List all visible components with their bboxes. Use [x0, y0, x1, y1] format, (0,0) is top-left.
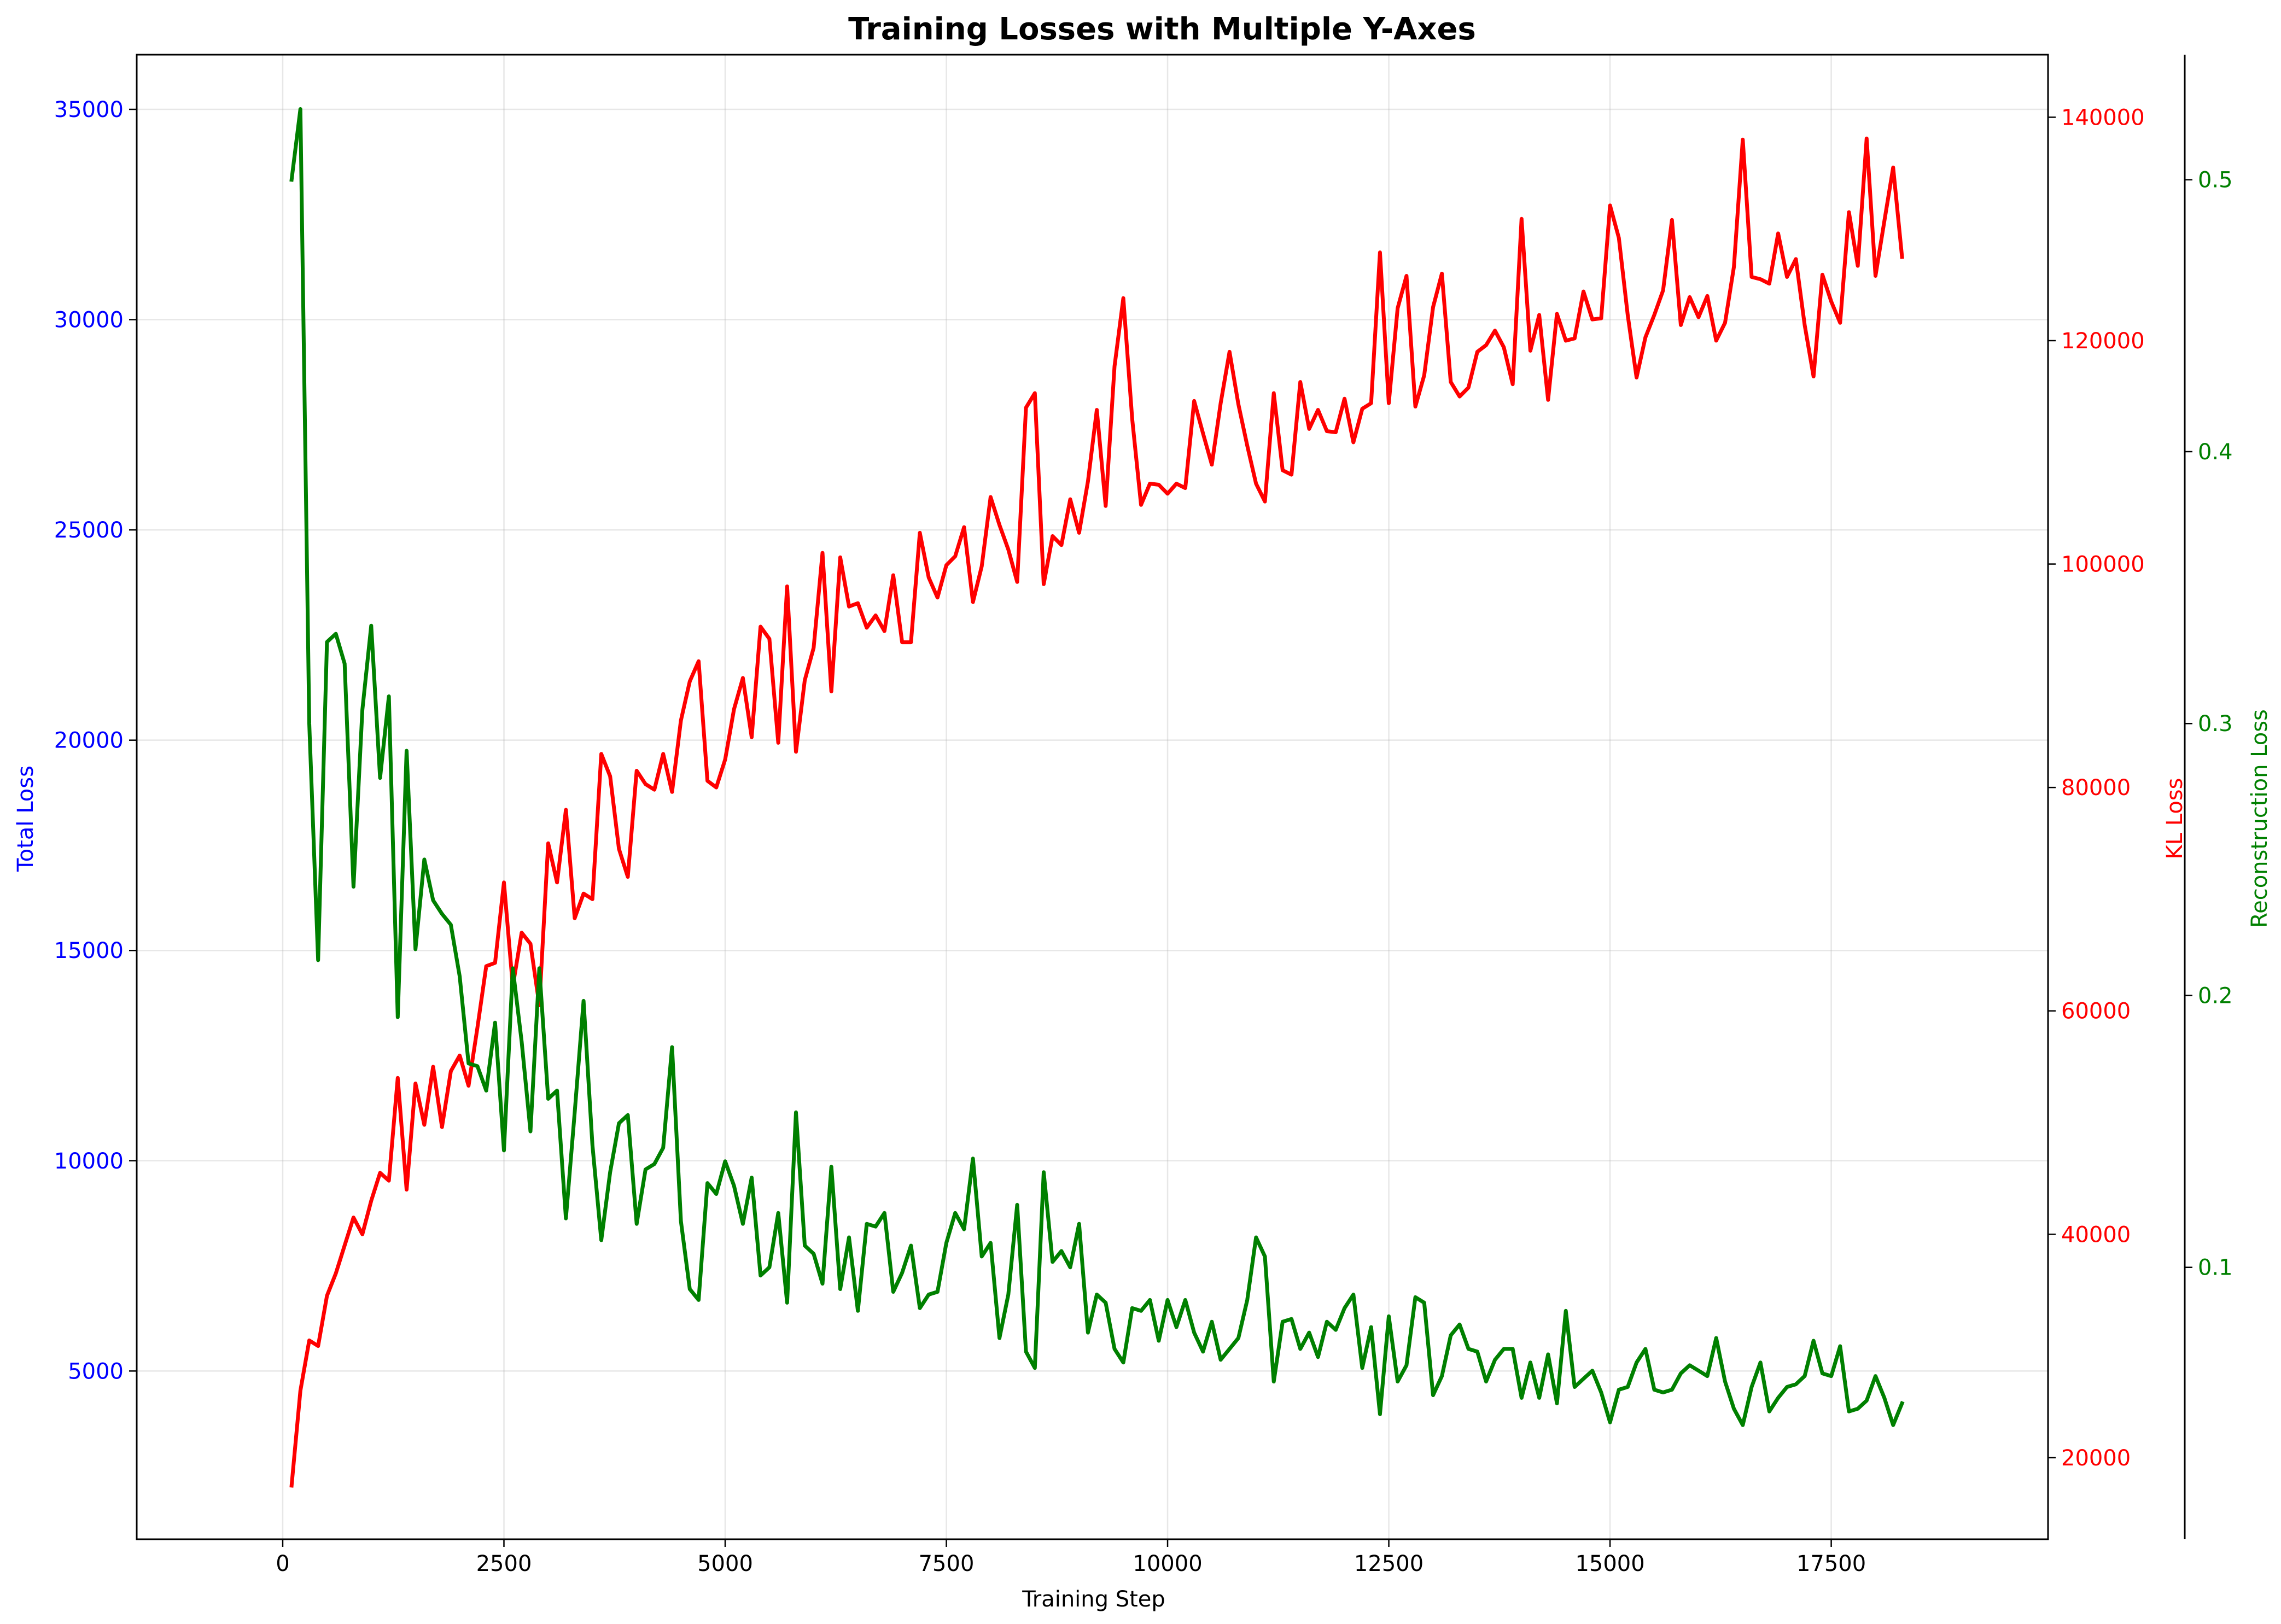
- y3-tick-label: 0.4: [2198, 440, 2233, 465]
- series-line-reconstruction-loss: [289, 107, 1905, 1427]
- x-tick-label: 10000: [1133, 1551, 1202, 1576]
- x-tick-label: 12500: [1354, 1551, 1424, 1576]
- y3-tick-label: 0.3: [2198, 711, 2233, 737]
- x-tick-label: 0: [276, 1551, 289, 1576]
- y1-tick-label: 15000: [54, 938, 124, 963]
- x-tick-label: 7500: [919, 1551, 975, 1576]
- y2-tick-label: 80000: [2061, 775, 2131, 801]
- plot-frame: [136, 54, 2049, 1540]
- x-tick-label: 15000: [1575, 1551, 1644, 1576]
- y2-tick-label: 40000: [2061, 1222, 2131, 1247]
- x-axis-label: Training Step: [1022, 1587, 1165, 1612]
- axes-layer: 0 2500 5000 7500 10000 12500 15000 17500 5000 100…: [54, 54, 2233, 1576]
- y2-tick-label: 100000: [2061, 552, 2145, 577]
- y3-tick-label: 0.5: [2198, 168, 2233, 193]
- y1-tick-label: 35000: [54, 97, 124, 122]
- chart-title: Training Losses with Multiple Y-Axes: [848, 11, 1476, 47]
- x-tick-label: 2500: [476, 1551, 532, 1576]
- series-layer: [289, 107, 1905, 1488]
- y1-tick-label: 10000: [54, 1149, 124, 1174]
- y2-tick-label: 60000: [2061, 999, 2131, 1024]
- y1-tick-label: 25000: [54, 518, 124, 543]
- kl-loss-axis-label: KL Loss: [2162, 778, 2187, 860]
- y2-tick-label: 20000: [2061, 1446, 2131, 1471]
- y1-tick-label: 5000: [68, 1359, 124, 1384]
- y2-tick-label: 140000: [2061, 105, 2145, 130]
- y1-tick-label: 20000: [54, 728, 124, 753]
- x-tick-label: 17500: [1796, 1551, 1866, 1576]
- reconstruction-loss-axis-label: Reconstruction Loss: [2247, 709, 2272, 928]
- y1-tick-label: 30000: [54, 308, 124, 333]
- y3-tick-label: 0.1: [2198, 1255, 2233, 1281]
- y2-tick-label: 120000: [2061, 329, 2145, 354]
- total-loss-axis-label: Total Loss: [13, 766, 38, 872]
- x-tick-label: 5000: [697, 1551, 753, 1576]
- series-line-kl-loss: [289, 136, 1904, 1488]
- y3-tick-label: 0.2: [2198, 983, 2233, 1008]
